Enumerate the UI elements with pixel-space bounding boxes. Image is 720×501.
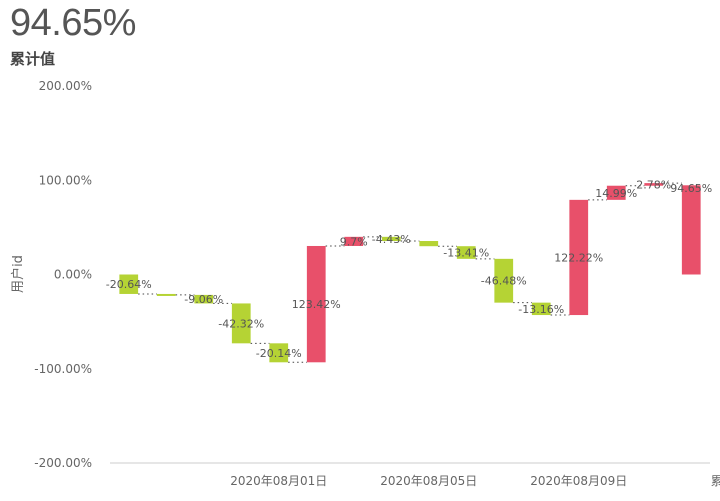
waterfall-bar bbox=[269, 343, 289, 363]
data-label: -20.64% bbox=[106, 278, 152, 291]
data-label: -13.41% bbox=[443, 247, 489, 260]
data-label: 14.99% bbox=[595, 187, 637, 200]
data-label: 122.22% bbox=[554, 251, 603, 264]
y-tick-label: -200.00% bbox=[34, 456, 92, 470]
kpi-value: 94.65% bbox=[10, 2, 136, 44]
waterfall-bar bbox=[531, 302, 551, 316]
data-label: -9.06% bbox=[184, 293, 223, 306]
y-tick-label: 200.00% bbox=[39, 79, 92, 93]
bars bbox=[119, 183, 701, 363]
y-tick-label: 0.00% bbox=[54, 268, 92, 282]
x-axis: 2020年08月01日 2020年08月05日 2020年08月09日 累计值 bbox=[230, 473, 720, 488]
waterfall-bar bbox=[569, 199, 589, 316]
y-tick-label: 100.00% bbox=[39, 173, 92, 187]
waterfall-bar bbox=[231, 303, 251, 344]
data-label: 123.42% bbox=[292, 298, 341, 311]
waterfall-bar bbox=[344, 236, 364, 246]
data-label: -4.43% bbox=[372, 233, 411, 246]
waterfall-bar bbox=[644, 183, 664, 186]
data-label: 9.7% bbox=[340, 235, 368, 248]
total-data-label: 94.65% bbox=[670, 182, 712, 195]
total-bar bbox=[681, 185, 701, 275]
kpi-label: 累计值 bbox=[10, 50, 56, 68]
x-tick-label: 2020年08月01日 bbox=[230, 474, 327, 488]
waterfall-bar bbox=[194, 294, 214, 304]
waterfall-bar bbox=[156, 293, 176, 296]
data-label: -20.14% bbox=[256, 347, 302, 360]
waterfall-bar bbox=[381, 236, 401, 242]
x-tick-label: 2020年08月09日 bbox=[530, 474, 627, 488]
connectors bbox=[138, 182, 682, 363]
x-tick-label: 累计值 bbox=[711, 473, 720, 488]
waterfall-bar bbox=[119, 274, 139, 294]
data-label: -46.48% bbox=[481, 275, 527, 288]
waterfall-bar bbox=[419, 241, 439, 247]
x-tick-label: 2020年08月05日 bbox=[380, 474, 477, 488]
y-tick-label: -100.00% bbox=[34, 362, 92, 376]
y-axis-title: 用户id bbox=[10, 255, 26, 293]
data-label: -42.32% bbox=[218, 317, 264, 330]
data-labels: -20.64% -9.06% -42.32% -20.14% 123.42% 9.7% -4… bbox=[106, 178, 712, 359]
waterfall-bar bbox=[606, 185, 626, 200]
y-axis: 200.00% 100.00% 0.00% -100.00% -200.00% bbox=[34, 79, 92, 470]
waterfall-bar bbox=[306, 245, 326, 363]
waterfall-bar bbox=[456, 246, 476, 259]
data-label: -13.16% bbox=[518, 303, 564, 316]
waterfall-bar bbox=[494, 258, 514, 303]
data-label: 2.78% bbox=[636, 178, 671, 191]
